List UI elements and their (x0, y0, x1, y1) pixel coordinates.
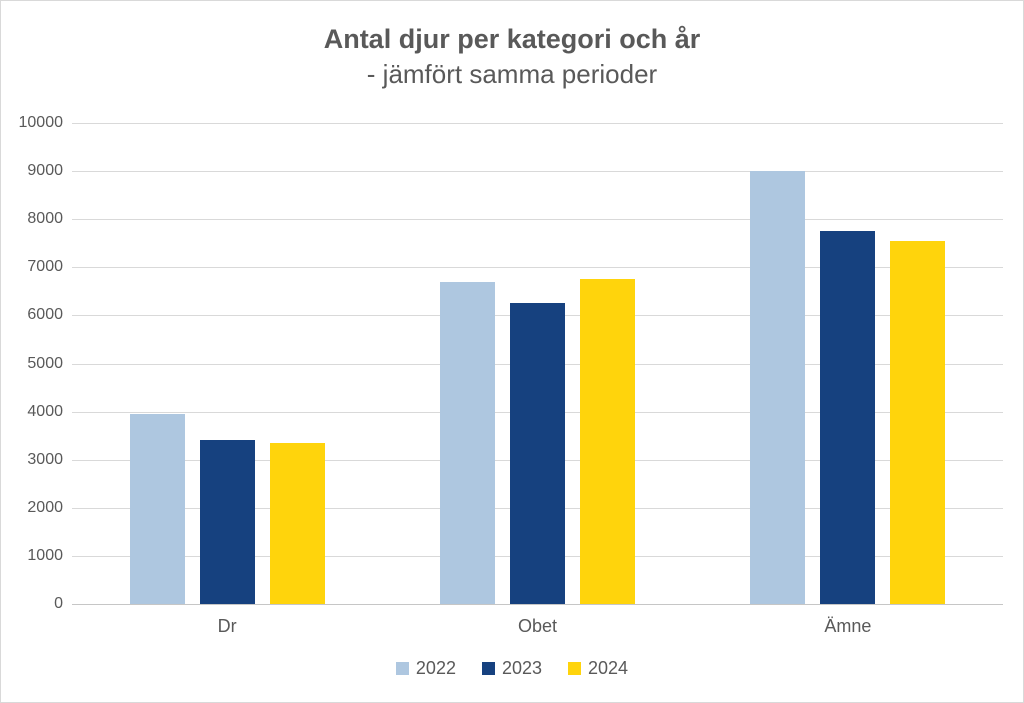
bar-2024-obet (580, 279, 635, 604)
plot-area (72, 123, 1003, 605)
legend: 2022 2023 2024 (1, 658, 1023, 679)
gridline (72, 219, 1003, 221)
legend-swatch-icon (568, 662, 582, 675)
x-tick-label-amne: Ämne (824, 616, 872, 636)
legend-item-2023: 2023 (481, 658, 543, 679)
y-tick-label: 1000 (27, 546, 63, 564)
legend-label: 2024 (588, 658, 629, 678)
legend-item-2024: 2024 (568, 658, 628, 679)
bar-2022-amne (750, 171, 806, 604)
y-tick-label: 10000 (18, 114, 64, 131)
y-tick-label: 0 (54, 595, 63, 612)
bar-2022-dr (129, 414, 185, 604)
y-tick-label: 3000 (27, 450, 63, 468)
legend-label: 2022 (415, 658, 456, 678)
bar-2024-dr (269, 442, 325, 604)
bar-2023-dr (199, 440, 255, 604)
y-tick-label: 7000 (27, 258, 63, 276)
gridline (72, 123, 1003, 124)
x-axis-line (72, 604, 1003, 605)
y-tick-label: 8000 (27, 210, 63, 228)
x-tick-label-obet: Obet (517, 616, 558, 636)
x-tick-label-dr: Dr (217, 616, 237, 636)
chart-title: Antal djur per kategori och år (323, 24, 701, 54)
legend-label: 2023 (501, 658, 543, 678)
y-tick-label: 2000 (27, 498, 63, 516)
bar-2022-obet (440, 281, 495, 604)
bar-2024-amne (890, 240, 946, 604)
x-axis: Dr Obet Ämne (72, 616, 1003, 644)
gridline (72, 171, 1003, 173)
y-tick-label: 5000 (27, 354, 63, 372)
gridline (72, 267, 1003, 269)
y-tick-label: 4000 (27, 402, 63, 420)
y-tick-label: 9000 (27, 162, 63, 180)
chart-subtitle: - jämfört samma perioder (366, 59, 658, 89)
bar-2023-obet (510, 303, 565, 604)
y-axis: 0 1000 2000 3000 4000 5000 6000 7000 8000 9000 100… (1, 114, 64, 612)
y-tick-label: 6000 (27, 306, 63, 324)
legend-swatch-icon (395, 662, 409, 675)
legend-swatch-icon (481, 662, 495, 675)
legend-item-2022: 2022 (395, 658, 456, 679)
bar-2023-amne (820, 231, 876, 604)
title-block: Antal djur per kategori och år - jämfört… (1, 21, 1023, 91)
